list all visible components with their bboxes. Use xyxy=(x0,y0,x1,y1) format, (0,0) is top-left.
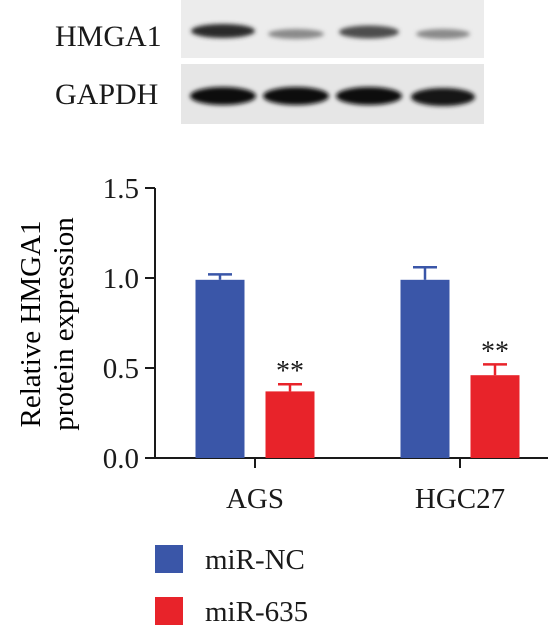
bar-hgc27-mir-nc xyxy=(400,279,450,458)
hmga1-band-2 xyxy=(268,29,324,39)
chart-labels: 0.0 0.5 1.0 1.5 AGS ** HGC27 ** xyxy=(103,173,509,515)
y-tick-label-3: 1.5 xyxy=(103,173,139,205)
bar-ags-mir-635 xyxy=(265,391,315,458)
blot-label-gapdh: GAPDH xyxy=(55,78,159,111)
legend-swatch-mir-635 xyxy=(155,597,183,625)
bar-ags-mir-nc xyxy=(195,279,245,458)
blot-label-hmga1: HMGA1 xyxy=(55,20,162,53)
y-tick-label-0: 0.0 xyxy=(103,443,139,475)
bar-hgc27-mir-635 xyxy=(470,375,520,458)
gapdh-band-1 xyxy=(190,87,256,105)
significance-ags: ** xyxy=(276,356,304,387)
y-tick-label-1: 0.5 xyxy=(103,353,139,385)
y-axis-label-line-2: protein expression xyxy=(48,217,80,431)
chart-bars xyxy=(195,265,520,458)
gapdh-band-3 xyxy=(336,87,402,105)
x-tick-label-hgc27: HGC27 xyxy=(415,483,505,515)
significance-hgc27: ** xyxy=(481,336,509,367)
x-tick-label-ags: AGS xyxy=(226,483,284,515)
legend-label-mir-nc: miR-NC xyxy=(205,544,305,576)
y-axis-label-line-1: Relative HMGA1 xyxy=(15,221,47,428)
hmga1-band-4 xyxy=(416,29,470,39)
western-blot-image xyxy=(181,0,484,124)
hmga1-band-3 xyxy=(339,25,399,39)
gapdh-band-2 xyxy=(263,87,329,105)
y-tick-label-2: 1.0 xyxy=(103,263,139,295)
gapdh-band-4 xyxy=(411,88,475,106)
y-axis-label: Relative HMGA1 protein expression xyxy=(15,217,80,431)
hmga1-band-1 xyxy=(191,24,255,38)
legend-swatch-mir-nc xyxy=(155,545,183,573)
legend-label-mir-635: miR-635 xyxy=(205,596,309,628)
